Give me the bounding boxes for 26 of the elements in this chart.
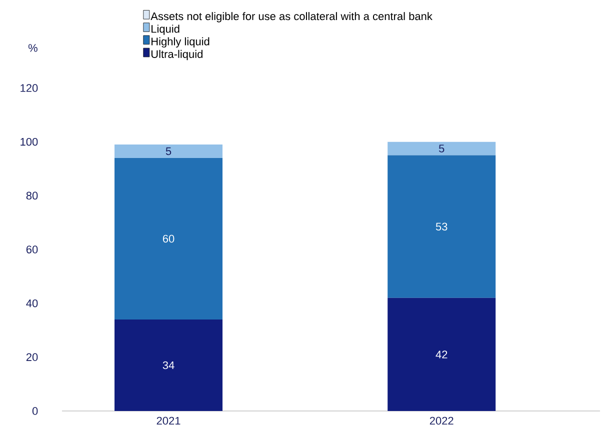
data-label: 60 [162,234,174,243]
data-label: 5 [438,144,444,152]
y-tick-label: 120 [20,84,38,92]
data-label: 53 [436,222,448,231]
x-tick-label: 2021 [156,416,180,425]
y-axis-title: % [28,44,38,52]
legend-label: Ultra-liquid [151,50,202,60]
data-label: 42 [436,350,448,358]
legend-label: Assets not eligible for use as collateral with a central bank [150,12,432,22]
bar [114,144,223,158]
y-tick-label: 0 [32,407,38,415]
x-tick-label: 2022 [430,416,454,425]
y-tick-label: 60 [26,246,38,254]
bar [388,155,496,298]
data-label: 5 [166,147,172,156]
y-tick-label: 80 [26,192,38,200]
y-tick-label: 40 [26,299,38,308]
legend-label: Highly liquid [152,37,210,48]
legend-label: Liquid [152,24,180,35]
bar [114,158,223,320]
y-tick-label: 100 [20,138,38,146]
y-tick-label: 20 [26,353,38,362]
data-label: 34 [162,361,174,370]
bar [388,298,496,411]
bar [388,142,496,156]
bar [114,319,223,411]
